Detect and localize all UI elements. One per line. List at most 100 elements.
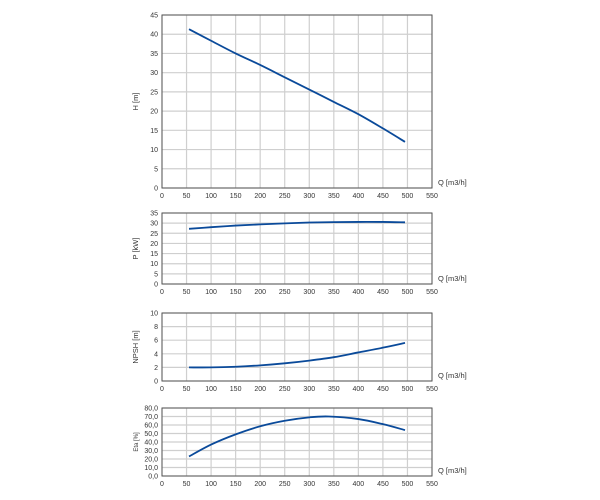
y-tick-label: 70,0 <box>144 414 158 421</box>
y-tick-label: 25 <box>150 89 158 96</box>
x-tick-label: 100 <box>205 481 217 488</box>
x-tick-label: 200 <box>254 289 266 296</box>
x-tick-label: 200 <box>254 481 266 488</box>
y-tick-label: 20 <box>150 241 158 248</box>
x-tick-label: 150 <box>230 289 242 296</box>
subplot-1: 0 50 100 150 200 250 300 350 400 450 500 550 0 5 10 15 2… <box>131 13 467 201</box>
y-axis-label: P [kW] <box>131 238 140 260</box>
y-tick-label: 35 <box>150 51 158 58</box>
y-tick-label: 15 <box>150 251 158 258</box>
y-tick-label: 30 <box>150 221 158 228</box>
y-tick-label: 0 <box>154 186 158 193</box>
subplot-2: 0 50 100 150 200 250 300 350 400 450 500 550 0 5 10 15 2… <box>131 211 467 297</box>
y-tick-label: 30,0 <box>144 448 158 455</box>
y-tick-label: 0,0 <box>148 474 158 481</box>
x-axis-label: Q [m3/h] <box>438 178 467 187</box>
curve-line <box>188 220 406 230</box>
curve-line <box>188 342 406 369</box>
x-tick-label: 400 <box>353 193 365 200</box>
x-tick-label: 400 <box>353 386 365 393</box>
y-axis-label: H [m] <box>131 93 140 111</box>
y-tick-label: 35 <box>150 211 158 218</box>
subplot-4: 0 50 100 150 200 250 300 350 400 450 500 550 0,0 10,0… <box>134 406 467 489</box>
x-tick-label: 350 <box>328 289 340 296</box>
x-tick-label: 150 <box>230 481 242 488</box>
y-tick-label: 6 <box>154 338 158 345</box>
plot-frame <box>161 312 433 382</box>
y-tick-label: 10 <box>150 147 158 154</box>
x-tick-label: 100 <box>205 193 217 200</box>
x-tick-label: 300 <box>303 481 315 488</box>
x-tick-label: 100 <box>205 289 217 296</box>
y-tick-label: 45 <box>150 13 158 20</box>
y-tick-label: 60,0 <box>144 423 158 430</box>
x-axis-label: Q [m3/h] <box>438 466 467 475</box>
curve-line <box>188 28 406 143</box>
x-tick-label: 250 <box>279 193 291 200</box>
y-axis-label: NPSH [m] <box>131 330 140 363</box>
x-tick-label: 350 <box>328 193 340 200</box>
y-tick-label: 0 <box>154 379 158 386</box>
plot-frame <box>161 14 433 189</box>
x-tick-label: 450 <box>377 289 389 296</box>
x-tick-label: 450 <box>377 481 389 488</box>
x-tick-label: 550 <box>426 386 438 393</box>
y-tick-label: 5 <box>154 166 158 173</box>
x-tick-label: 350 <box>328 386 340 393</box>
plot-frame <box>161 407 433 477</box>
x-tick-label: 500 <box>402 386 414 393</box>
x-tick-label: 350 <box>328 481 340 488</box>
x-tick-label: 550 <box>426 481 438 488</box>
y-tick-label: 20 <box>150 109 158 116</box>
x-tick-label: 50 <box>183 386 191 393</box>
x-axis-label: Q [m3/h] <box>438 274 467 283</box>
x-tick-label: 450 <box>377 193 389 200</box>
x-tick-label: 250 <box>279 386 291 393</box>
x-tick-label: 150 <box>230 386 242 393</box>
y-tick-label: 10 <box>150 311 158 318</box>
y-tick-label: 25 <box>150 231 158 238</box>
x-tick-label: 500 <box>402 193 414 200</box>
x-tick-label: 500 <box>402 289 414 296</box>
x-tick-label: 0 <box>160 386 164 393</box>
y-tick-label: 2 <box>154 365 158 372</box>
y-axis-label: Eta [%] <box>134 432 140 452</box>
x-tick-label: 500 <box>402 481 414 488</box>
x-tick-label: 450 <box>377 386 389 393</box>
y-tick-label: 40 <box>150 32 158 39</box>
y-tick-label: 5 <box>154 271 158 278</box>
x-tick-label: 550 <box>426 193 438 200</box>
x-tick-label: 0 <box>160 289 164 296</box>
x-tick-label: 50 <box>183 289 191 296</box>
x-tick-label: 200 <box>254 386 266 393</box>
x-tick-label: 300 <box>303 289 315 296</box>
x-tick-label: 300 <box>303 386 315 393</box>
curve-line <box>188 415 406 458</box>
y-tick-label: 30 <box>150 70 158 77</box>
subplot-3: 0 50 100 150 200 250 300 350 400 450 500 550 0 2 4 6 8 10… <box>131 311 467 394</box>
x-tick-label: 50 <box>183 481 191 488</box>
x-tick-label: 0 <box>160 481 164 488</box>
y-tick-label: 40,0 <box>144 440 158 447</box>
y-tick-label: 15 <box>150 128 158 135</box>
x-axis-label: Q [m3/h] <box>438 371 467 380</box>
y-tick-label: 80,0 <box>144 406 158 413</box>
x-tick-label: 400 <box>353 481 365 488</box>
x-tick-label: 250 <box>279 289 291 296</box>
x-tick-label: 50 <box>183 193 191 200</box>
y-tick-label: 0 <box>154 282 158 289</box>
x-tick-label: 550 <box>426 289 438 296</box>
y-tick-label: 8 <box>154 324 158 331</box>
y-tick-label: 50,0 <box>144 431 158 438</box>
x-tick-label: 150 <box>230 193 242 200</box>
x-tick-label: 250 <box>279 481 291 488</box>
plot-frame <box>161 212 433 285</box>
y-tick-label: 4 <box>154 351 158 358</box>
y-tick-label: 20,0 <box>144 457 158 464</box>
x-tick-label: 100 <box>205 386 217 393</box>
x-tick-label: 200 <box>254 193 266 200</box>
y-tick-label: 10,0 <box>144 465 158 472</box>
y-tick-label: 10 <box>150 261 158 268</box>
x-tick-label: 0 <box>160 193 164 200</box>
